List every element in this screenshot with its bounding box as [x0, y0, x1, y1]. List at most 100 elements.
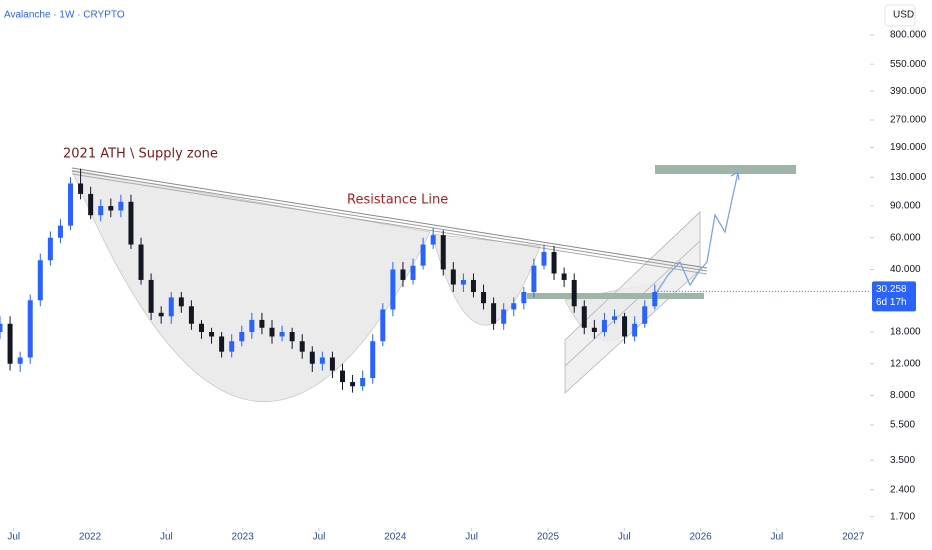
y-tick-label: 190.000 [890, 142, 927, 153]
candle-body [420, 244, 426, 266]
support-zone [527, 293, 704, 299]
candle-body [17, 357, 23, 364]
drawings [71, 165, 796, 402]
candle-body [98, 205, 104, 216]
candle-body [561, 273, 567, 280]
projection-path [654, 171, 739, 296]
y-tick-label: 270.000 [890, 115, 927, 126]
candle-body [581, 306, 587, 328]
candle-body [551, 252, 557, 274]
y-tick-label: 3.500 [890, 455, 915, 466]
y-tick-label: 2.400 [890, 484, 915, 495]
candle-body [601, 319, 607, 333]
candle-body [611, 316, 617, 320]
y-tick-label: 60.000 [890, 232, 921, 243]
projection-arrow [730, 170, 740, 181]
candle-body [531, 265, 537, 293]
candle-body [249, 319, 255, 333]
x-tick-label: Jul [160, 532, 173, 543]
x-tick-label: Jul [313, 532, 326, 543]
candle-body [410, 265, 416, 280]
candle-body [370, 341, 376, 379]
candle-body [188, 306, 194, 324]
candle-body [259, 319, 265, 328]
candle-body [289, 332, 295, 342]
y-tick-label: 800.000 [890, 30, 927, 41]
y-tick-label: 12.000 [890, 358, 921, 369]
currency-label: USD [893, 10, 914, 21]
candle-body [128, 201, 134, 245]
candle-body [209, 332, 215, 337]
channel-midline [564, 240, 701, 367]
y-tick-label: 18.000 [890, 327, 921, 338]
candle-body [460, 279, 466, 285]
candle-body [521, 292, 527, 304]
candle-body [57, 225, 63, 238]
x-tick-label: 2027 [842, 532, 865, 543]
candle-body [88, 193, 94, 216]
price-tag-value: 30.258 [876, 284, 907, 295]
x-tick-label: 2024 [384, 532, 407, 543]
candle-body [7, 323, 13, 364]
candle-body [168, 297, 174, 317]
candle-body [340, 370, 346, 383]
candle-body [380, 309, 386, 342]
x-tick-label: 2023 [232, 532, 255, 543]
price-tag-countdown: 6d 17h [876, 297, 907, 308]
candle-body [440, 235, 446, 270]
candle-body [591, 327, 597, 333]
candle-body [68, 183, 74, 226]
candle-body [632, 323, 638, 337]
candle-body [652, 292, 658, 307]
candle-body [511, 303, 517, 310]
candle-body [178, 297, 184, 307]
candle-body [491, 303, 497, 324]
candles [0, 168, 658, 393]
y-tick-label: 1.700 [890, 511, 915, 522]
resistance-line [71, 167, 708, 269]
candle-body [118, 201, 124, 211]
candle-body [400, 269, 406, 280]
candle-body [350, 382, 356, 387]
annotation: Resistance Line [347, 193, 448, 208]
x-tick-label: 2025 [537, 532, 560, 543]
candle-body [309, 351, 315, 364]
currency-box [884, 4, 916, 27]
x-tick-label: Jul [465, 532, 478, 543]
candle-body [239, 332, 245, 342]
candle-body [430, 235, 436, 245]
y-tick-label: 550.000 [890, 59, 927, 70]
candle-body [0, 323, 3, 333]
candle-body [37, 260, 43, 301]
cup-shape [71, 169, 431, 402]
candle-body [541, 252, 547, 266]
candle-body [158, 312, 164, 317]
candle-body [219, 336, 225, 352]
candle-body [269, 327, 275, 337]
candle-body [47, 237, 53, 261]
resistance-line [71, 173, 708, 275]
candle-body [78, 183, 84, 194]
candle-body [571, 279, 577, 307]
candle-body [622, 316, 628, 337]
y-tick-label: 90.000 [890, 201, 921, 212]
candle-body [470, 279, 476, 293]
y-tick-label: 5.500 [890, 419, 915, 430]
x-tick-label: 2022 [79, 532, 102, 543]
candle-body [138, 244, 144, 280]
candle-body [198, 323, 204, 333]
candle-body [481, 292, 487, 304]
candle-body [27, 300, 33, 358]
candle-body [642, 306, 648, 324]
x-tick-label: 2026 [689, 532, 712, 543]
resistance-line [71, 170, 708, 272]
candle-body [319, 357, 325, 364]
candle-body [501, 309, 507, 324]
cup-shape [431, 233, 541, 326]
annotation: 2021 ATH \ Supply zone [63, 147, 218, 162]
y-tick-label: 390.000 [890, 86, 927, 97]
candle-body [329, 357, 335, 371]
x-tick-label: Jul [770, 532, 783, 543]
target-zone [655, 165, 796, 174]
